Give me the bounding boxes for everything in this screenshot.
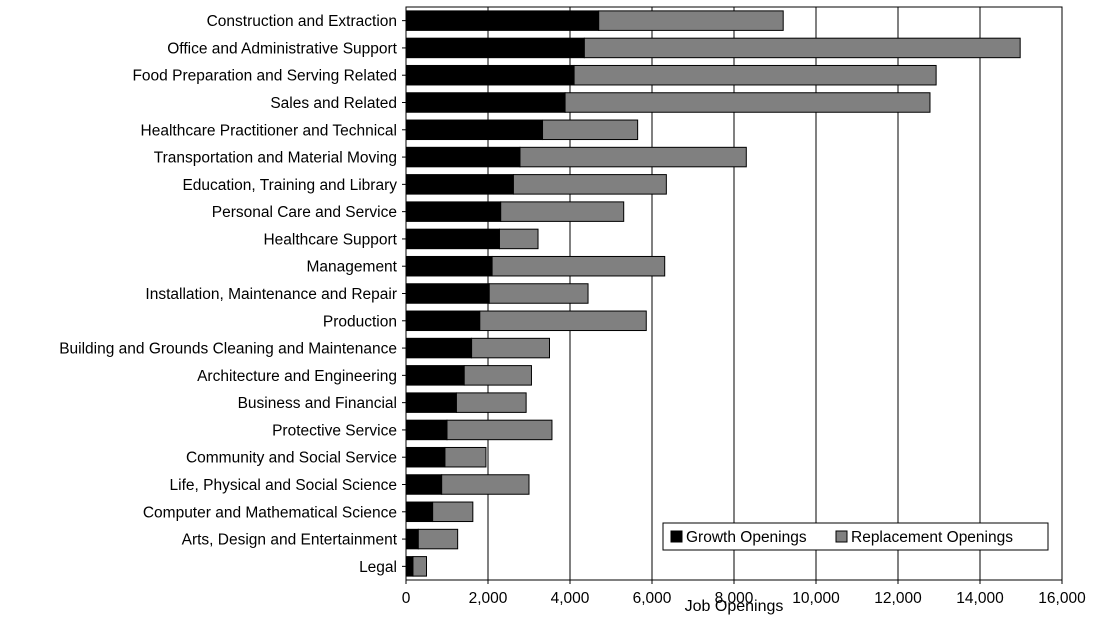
legend-label-replacement: Replacement Openings [851,529,1013,546]
category-label: Production [323,313,397,330]
growth-bar [405,501,434,523]
category-label: Installation, Maintenance and Repair [145,286,397,303]
replacement-bar [519,146,747,168]
replacement-bar [412,556,428,577]
x-tick-label: 6,000 [633,590,672,607]
x-tick-label: 4,000 [551,590,590,607]
category-label: Building and Grounds Cleaning and Mainte… [59,341,397,358]
growth-bar [405,119,544,141]
replacement-bar [444,446,487,468]
legend-box [662,522,1049,551]
category-label: Protective Service [272,422,397,439]
category-label: Transportation and Material Moving [154,150,397,167]
category-label: Healthcare Practitioner and Technical [141,122,397,139]
bars [405,10,1021,577]
growth-bar [405,474,443,495]
replacement-bar [512,174,667,195]
replacement-bar [446,419,553,441]
growth-bar [405,528,419,550]
category-label: Education, Training and Library [182,177,397,194]
category-label: Food Preparation and Serving Related [132,68,397,85]
replacement-bar [491,255,666,277]
category-label: Sales and Related [270,95,397,112]
growth-bar [405,365,465,386]
category-label: Office and Administrative Support [167,40,397,57]
replacement-bar [455,392,527,413]
replacement-bar [583,37,1021,59]
replacement-bar [417,528,459,550]
growth-bar [405,92,566,113]
replacement-bar [441,474,530,495]
growth-bar [405,446,446,468]
replacement-bar [573,64,937,86]
replacement-bar [498,228,539,250]
growth-bar [405,337,473,359]
category-label: Legal [359,559,397,576]
legend-swatch-replacement [835,530,848,543]
x-tick-label: 0 [402,590,411,607]
growth-bar [405,174,514,195]
category-label: Management [307,259,398,276]
growth-bar [405,556,414,577]
replacement-bar [564,92,931,113]
growth-bar [405,392,457,413]
replacement-bar [432,501,474,523]
replacement-bar [598,10,784,31]
growth-bar [405,37,585,59]
legend-swatch-growth [670,530,683,543]
category-label: Construction and Extraction [207,13,397,30]
growth-bar [405,255,493,277]
growth-bar [405,146,521,168]
growth-bar [405,419,448,441]
replacement-bar [463,365,532,386]
growth-bar [405,10,600,31]
x-axis-title: Job Openings [685,598,784,615]
legend-label-growth: Growth Openings [686,529,807,546]
x-tick-label: 16,000 [1038,590,1086,607]
x-tick-labels: 0 2,000 4,000 6,000 8,000 10,000 12,000 14,000 1… [402,580,1086,607]
category-label: Healthcare Support [263,231,397,248]
category-label: Architecture and Engineering [197,368,397,385]
category-label: Business and Financial [238,395,397,412]
replacement-bar [542,119,639,141]
category-label: Personal Care and Service [212,204,397,221]
x-tick-label: 2,000 [469,590,508,607]
growth-bar [405,283,490,304]
growth-bar [405,64,575,86]
x-tick-label: 10,000 [792,590,840,607]
growth-bar [405,228,500,250]
replacement-bar [479,310,647,332]
x-tick-label: 8,000 [715,590,754,607]
x-tick-label: 14,000 [956,590,1004,607]
category-label: Computer and Mathematical Science [143,504,397,521]
category-label: Community and Social Service [186,450,397,467]
category-labels: Construction and Extraction Office and Ad… [59,13,406,576]
legend: Growth Openings Replacement Openings [662,522,1049,551]
growth-bar [405,201,502,222]
replacement-bar [488,283,589,304]
category-label: Arts, Design and Entertainment [182,532,398,549]
replacement-bar [471,337,551,359]
growth-bar [405,310,481,332]
category-label: Life, Physical and Social Science [170,477,397,494]
x-tick-label: 12,000 [874,590,922,607]
replacement-bar [500,201,625,222]
